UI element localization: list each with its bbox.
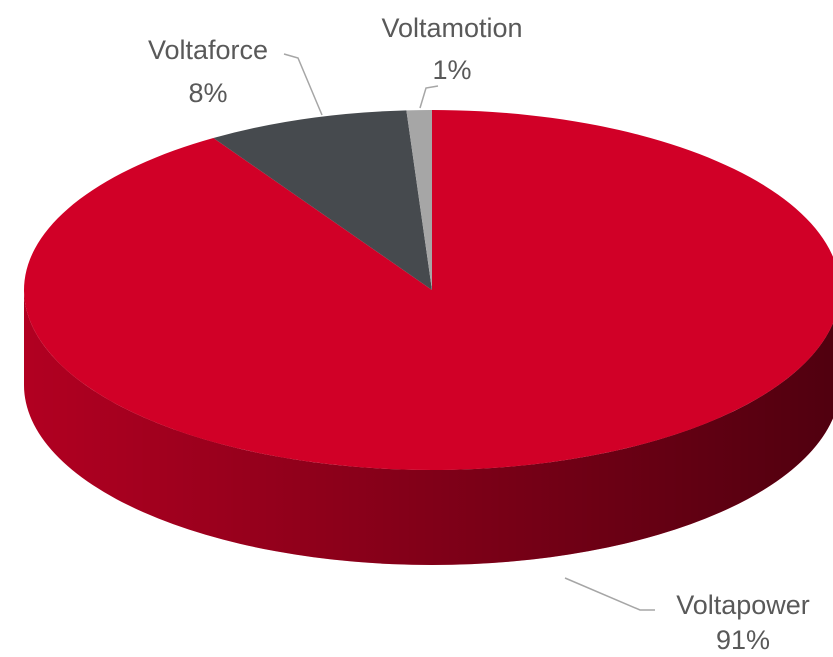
slice-value-label: 91%: [716, 625, 770, 655]
slice-label: Voltamotion: [381, 13, 522, 43]
pie-tops: [24, 110, 833, 470]
slice-label: Voltapower: [676, 590, 810, 620]
slice-value-label: 1%: [432, 55, 471, 85]
labels: Voltapower 91% Voltaforce 8% Voltamotion 1%: [148, 13, 810, 655]
leader-line: [419, 85, 439, 109]
pie-slice: [406, 110, 432, 290]
pie-sides: [24, 290, 833, 565]
leader-line: [283, 53, 323, 116]
slice-value-label: 8%: [188, 78, 227, 108]
leader-line: [564, 577, 655, 611]
leader-lines: [283, 53, 655, 611]
slice-label: Voltaforce: [148, 35, 268, 65]
pie-slice: [213, 110, 432, 290]
pie-side-shade: [24, 290, 833, 565]
pie-slice: [24, 110, 833, 470]
